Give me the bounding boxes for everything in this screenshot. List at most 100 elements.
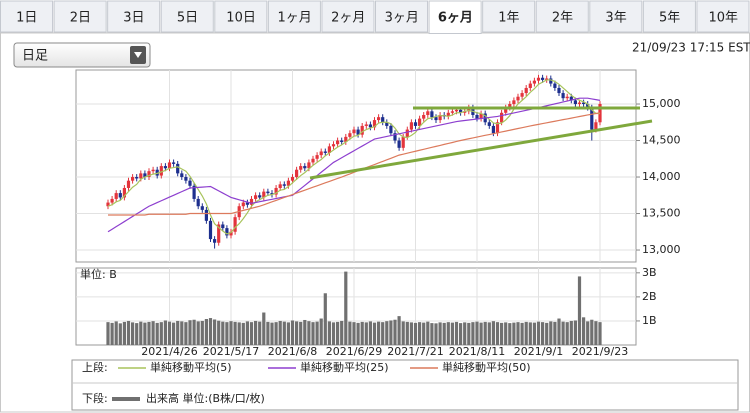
- candle-body: [405, 129, 409, 137]
- tab-background[interactable]: [482, 0, 536, 33]
- tab-background[interactable]: [214, 0, 268, 33]
- candle-body: [176, 163, 180, 174]
- legend-label: 単純移動平均(50): [442, 360, 531, 374]
- tab[interactable]: 10日: [214, 0, 268, 33]
- y-tick-label: 1B: [642, 314, 657, 327]
- candle-body: [286, 180, 290, 186]
- tab-background[interactable]: [321, 0, 375, 33]
- tab-background[interactable]: [375, 0, 429, 33]
- tab-background[interactable]: [535, 0, 589, 33]
- tab[interactable]: 2年: [535, 0, 589, 33]
- tab[interactable]: 1日: [0, 0, 54, 33]
- volume-bar: [434, 323, 438, 345]
- tab[interactable]: 6ヶ月: [428, 0, 482, 34]
- tab-background[interactable]: [107, 0, 161, 33]
- volume-bar: [184, 322, 188, 345]
- tab-label[interactable]: 5日: [177, 11, 198, 26]
- volume-bar: [122, 321, 126, 345]
- volume-bar: [520, 322, 524, 345]
- dropdown[interactable]: 日足: [13, 42, 151, 68]
- volume-bar: [504, 322, 508, 345]
- tab-background[interactable]: [0, 0, 54, 33]
- tab-label[interactable]: 3年: [605, 11, 626, 26]
- tab[interactable]: 5日: [160, 0, 214, 33]
- volume-bar: [352, 322, 356, 345]
- tab-label[interactable]: 5年: [659, 11, 680, 26]
- tab[interactable]: 3ヶ月: [375, 0, 429, 33]
- tab-label[interactable]: 2日: [70, 11, 91, 26]
- axes: 13,000 13,500 14,000 14,500 15,000 1B 2B 3B 2021…: [141, 97, 680, 358]
- candle-body: [258, 195, 262, 198]
- tab-background[interactable]: [53, 0, 107, 33]
- candle-body: [397, 140, 401, 148]
- candle-body: [327, 146, 331, 153]
- tab[interactable]: 1ヶ月: [267, 0, 321, 33]
- candle-body: [356, 129, 360, 135]
- volume-bar: [254, 320, 258, 345]
- volume-bar: [483, 321, 487, 345]
- tab-background[interactable]: [428, 0, 482, 34]
- tab[interactable]: 3日: [107, 0, 161, 33]
- tab-label[interactable]: 1ヶ月: [278, 11, 312, 26]
- tab-label[interactable]: 2年: [552, 11, 573, 26]
- x-tick-label: 2021/8/11: [449, 345, 505, 358]
- tab-background[interactable]: [642, 0, 696, 33]
- tab-label[interactable]: 3ヶ月: [385, 11, 419, 26]
- volume-bar: [450, 322, 454, 345]
- candle-body: [573, 100, 577, 105]
- moving-average-line: [107, 97, 601, 233]
- tab-label[interactable]: 10年: [708, 11, 738, 26]
- tab-label[interactable]: 1日: [16, 11, 37, 26]
- volume-bar: [479, 322, 483, 345]
- tab[interactable]: 1年: [482, 0, 536, 33]
- candle-body: [463, 111, 467, 113]
- candle-body: [590, 107, 594, 130]
- price-marks: [106, 74, 602, 249]
- tab-label[interactable]: 10日: [226, 11, 256, 26]
- tab-background[interactable]: [696, 0, 750, 33]
- tab[interactable]: 10年: [696, 0, 750, 33]
- candle-body: [217, 224, 221, 243]
- tab[interactable]: 3年: [589, 0, 643, 33]
- candle-body: [295, 169, 299, 178]
- tab[interactable]: 5年: [642, 0, 696, 33]
- volume-bar: [524, 321, 528, 345]
- dropdown-label[interactable]: 日足: [22, 49, 48, 64]
- volume-bar: [467, 322, 471, 345]
- candle-body: [282, 184, 286, 186]
- volume-bar: [192, 319, 196, 345]
- tab-label[interactable]: 2ヶ月: [331, 11, 365, 26]
- tab-label[interactable]: 1年: [498, 11, 519, 26]
- volume-bar: [491, 321, 495, 345]
- legend-volume: 出来高 単位:(B株/口/枚): [146, 391, 265, 405]
- candle-body: [577, 102, 582, 105]
- candle-body: [565, 96, 569, 99]
- candle-body: [393, 133, 397, 141]
- volume-bar: [331, 322, 336, 345]
- candle-body: [192, 185, 196, 199]
- dropdown-box[interactable]: [13, 42, 151, 68]
- volume-bar: [372, 322, 377, 345]
- volume-marks: [106, 271, 602, 345]
- volume-bar: [274, 322, 278, 345]
- volume-bar: [172, 322, 176, 345]
- tab[interactable]: 2日: [53, 0, 107, 33]
- candle-body: [377, 117, 381, 121]
- tab-background[interactable]: [589, 0, 643, 33]
- tab-background[interactable]: [267, 0, 321, 33]
- volume-bar: [151, 321, 155, 345]
- candle-body: [381, 117, 385, 123]
- tab-background[interactable]: [160, 0, 214, 33]
- candle-body: [245, 202, 249, 205]
- candle-body: [254, 195, 258, 199]
- tab-label[interactable]: 3日: [123, 11, 144, 26]
- volume-bar: [565, 322, 569, 345]
- x-tick-label: 2021/5/17: [203, 345, 259, 358]
- tab[interactable]: 2ヶ月: [321, 0, 375, 33]
- candle-body: [114, 193, 118, 199]
- candle-body: [413, 122, 418, 126]
- candle-body: [167, 162, 172, 169]
- tab-label[interactable]: 6ヶ月: [438, 11, 473, 26]
- candle-body: [274, 187, 278, 195]
- candle-body: [520, 93, 524, 97]
